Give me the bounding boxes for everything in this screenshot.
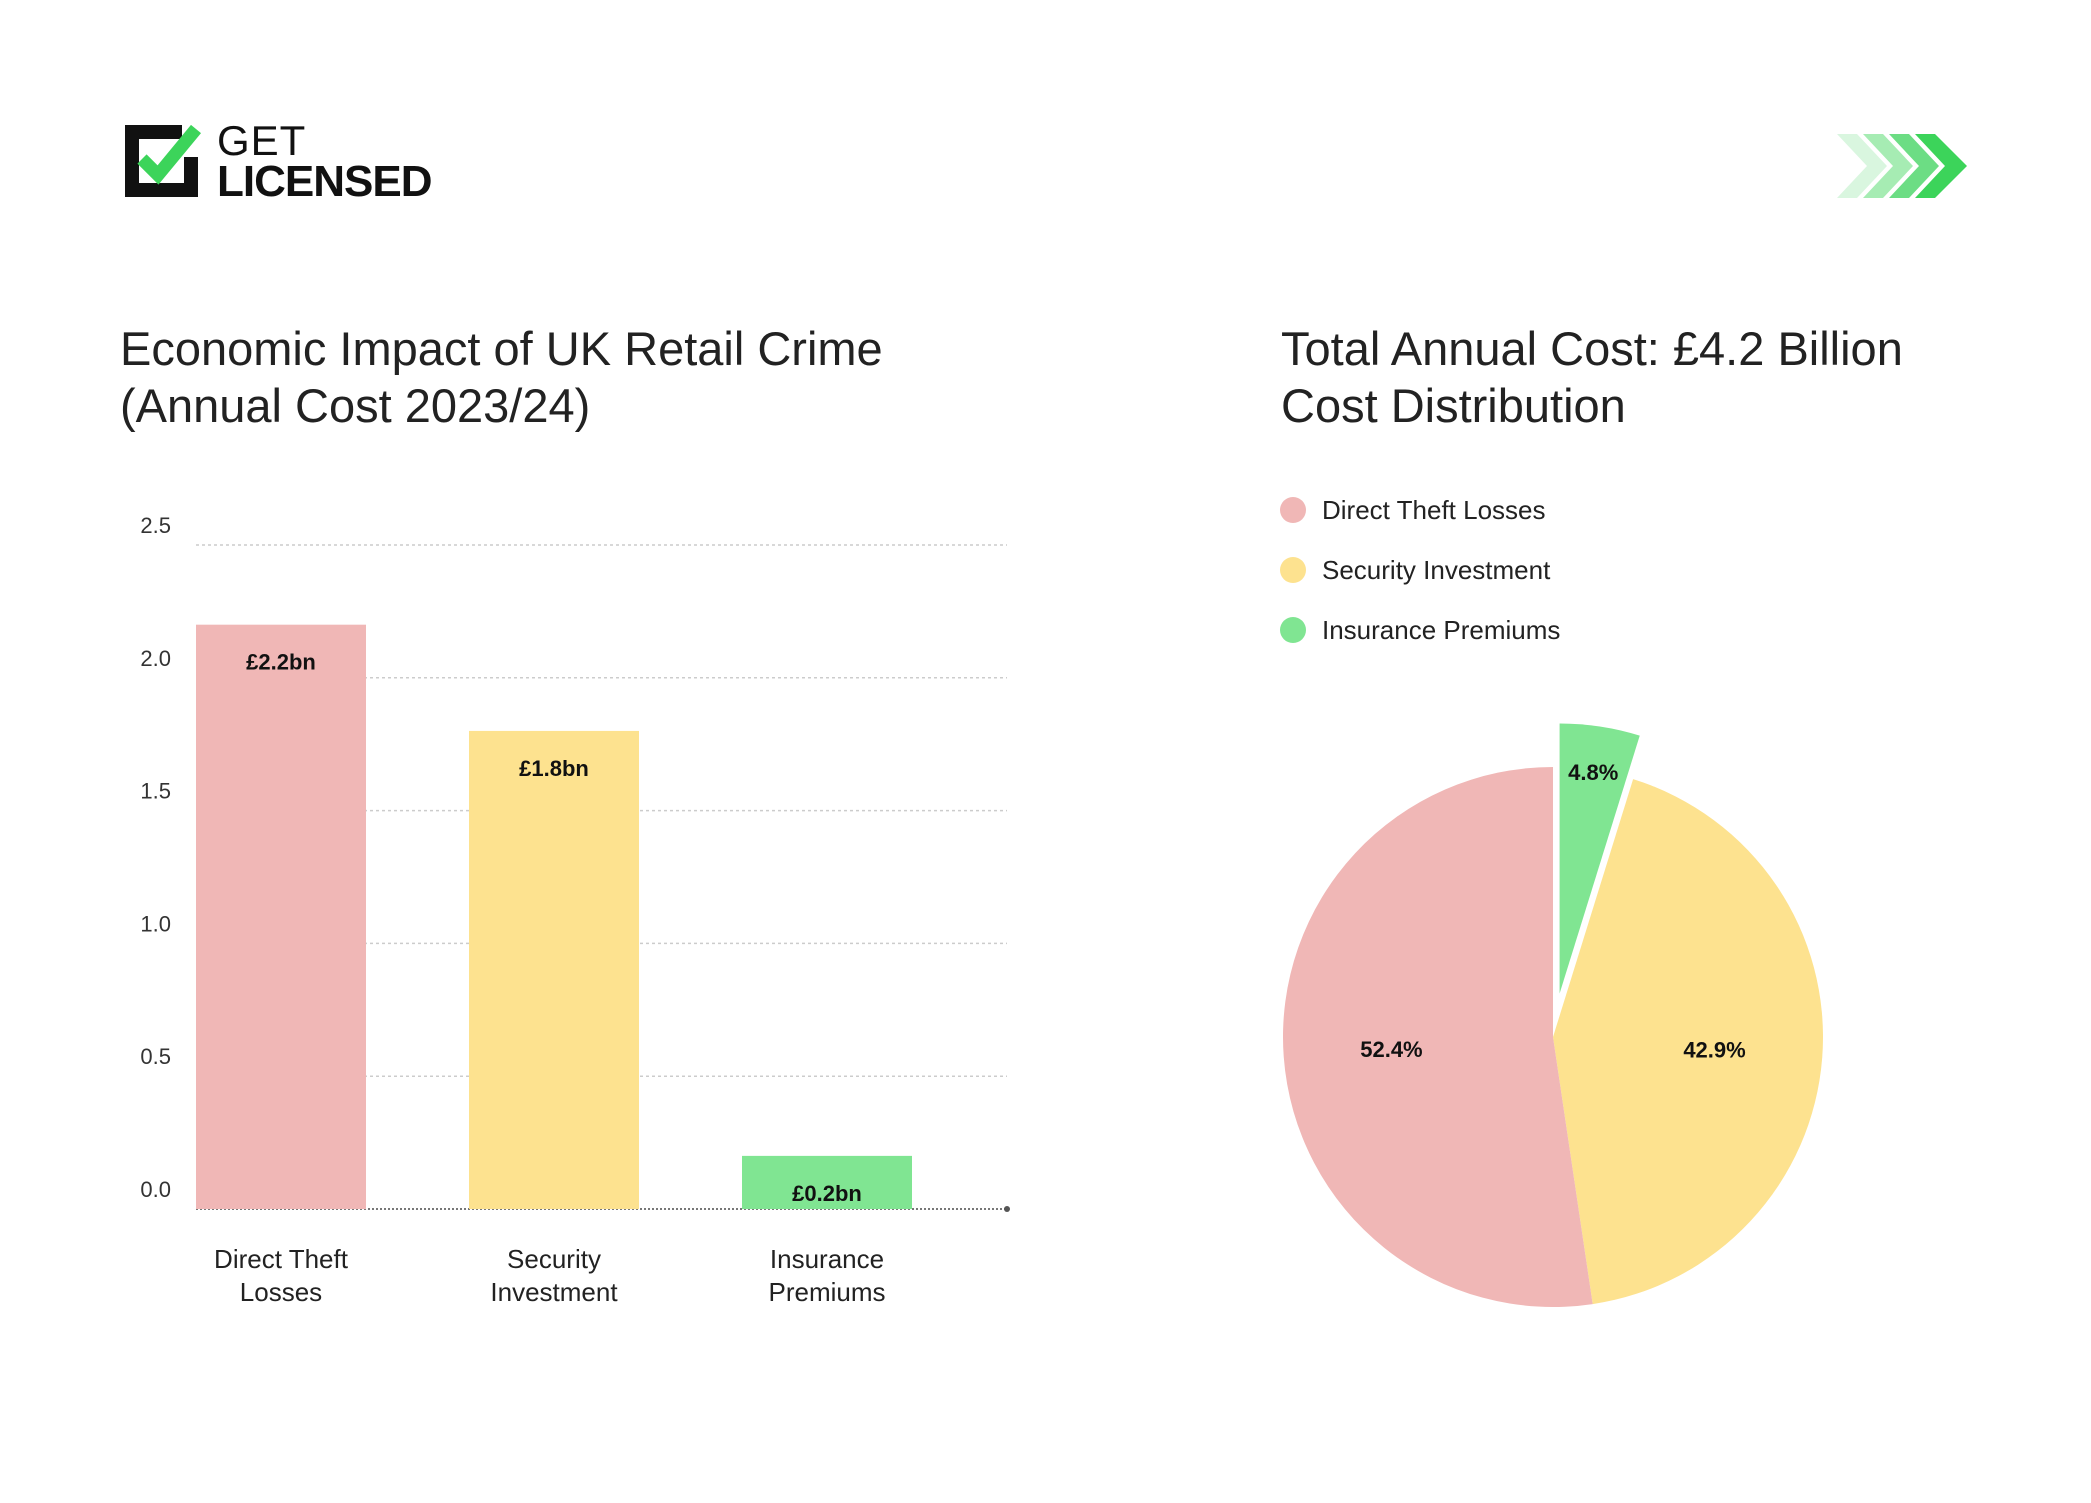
checkbox-logo-icon: [125, 124, 202, 197]
legend-swatch: [1280, 617, 1306, 643]
x-tick-label: Losses: [240, 1277, 322, 1307]
legend-label: Security Investment: [1322, 554, 1551, 585]
logo-text-licensed: LICENSED: [217, 157, 432, 206]
bar: [196, 624, 366, 1209]
bar: [742, 1155, 912, 1209]
pie-data-label: 4.8%: [1568, 760, 1618, 785]
bar-title-line1: Economic Impact of UK Retail Crime: [120, 322, 883, 375]
y-tick-label: 0.0: [140, 1177, 171, 1202]
pie-legend: Direct Theft Losses Security Investment …: [1280, 480, 1560, 660]
pie-title-line1: Total Annual Cost: £4.2 Billion: [1281, 322, 1903, 375]
get-licensed-logo: GET LICENSED: [120, 117, 432, 206]
x-tick-label: Insurance: [770, 1244, 884, 1274]
pie-chart: 4.8% 42.9% 52.4%: [1282, 723, 1823, 1307]
y-tick-label: 1.5: [140, 779, 171, 804]
legend-item: Security Investment: [1280, 540, 1560, 600]
bar-data-label: £2.2bn: [246, 650, 316, 675]
bar-chart-title: Economic Impact of UK Retail Crime (Annu…: [120, 320, 883, 434]
legend-label: Direct Theft Losses: [1322, 494, 1546, 525]
x-tick-label: Premiums: [768, 1277, 885, 1307]
bar-chart: 0.0 0.5 1.0 1.5 2.0 2.5 £2.2bn Direct TheftLoss…: [140, 513, 1010, 1307]
pie-title-line2: Cost Distribution: [1281, 379, 1626, 432]
y-tick-label: 2.5: [140, 513, 171, 538]
legend-swatch: [1280, 557, 1306, 583]
legend-item: Direct Theft Losses: [1280, 480, 1560, 540]
y-tick-label: 2.0: [140, 646, 171, 671]
x-tick-label: Direct Theft: [214, 1244, 349, 1274]
x-tick-label: Security: [507, 1244, 601, 1274]
y-tick-label: 1.0: [140, 911, 171, 936]
logo-text-get: GET: [217, 117, 307, 164]
bar-data-label: £0.2bn: [792, 1181, 862, 1206]
pie-chart-title: Total Annual Cost: £4.2 Billion Cost Dis…: [1281, 320, 1903, 434]
legend-swatch: [1280, 497, 1306, 523]
bar: [469, 730, 639, 1209]
axis-end-dot: [1004, 1206, 1010, 1212]
legend-label: Insurance Premiums: [1322, 614, 1561, 645]
pie-slice: [1282, 767, 1593, 1307]
pie-data-label: 52.4%: [1360, 1037, 1422, 1062]
pie-slice: [1559, 723, 1640, 994]
chevrons-icon: [1837, 134, 1967, 198]
bar-title-line2: (Annual Cost 2023/24): [120, 379, 591, 432]
legend-item: Insurance Premiums: [1280, 600, 1560, 660]
pie-slice: [1553, 779, 1823, 1305]
pie-data-label: 42.9%: [1683, 1037, 1745, 1062]
bar-data-label: £1.8bn: [519, 756, 589, 781]
y-tick-label: 0.5: [140, 1044, 171, 1069]
x-tick-label: Investment: [490, 1277, 618, 1307]
